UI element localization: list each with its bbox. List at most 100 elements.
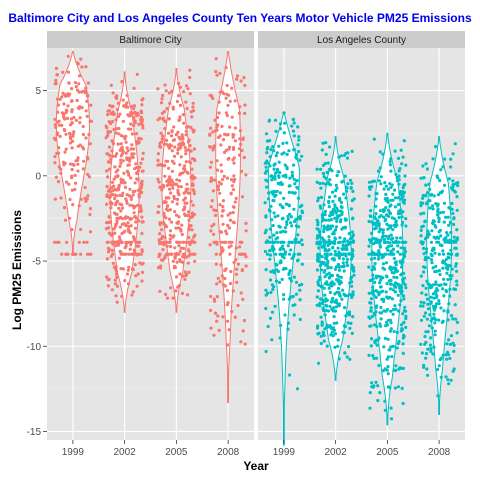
data-point — [160, 258, 164, 262]
data-point — [134, 274, 138, 278]
data-point — [277, 280, 282, 285]
data-point — [74, 118, 78, 122]
data-point — [244, 221, 248, 225]
data-point — [447, 382, 451, 386]
data-point — [395, 346, 399, 350]
data-point — [140, 215, 144, 219]
data-point — [73, 187, 77, 192]
data-point — [371, 285, 375, 289]
data-point — [140, 249, 144, 253]
data-point — [372, 215, 377, 219]
data-point — [86, 157, 90, 161]
data-point — [185, 293, 190, 297]
data-point — [295, 156, 299, 160]
data-point — [346, 240, 351, 244]
data-point — [346, 312, 350, 316]
data-point — [349, 186, 353, 190]
data-point — [130, 143, 134, 147]
data-point — [232, 174, 236, 178]
data-point — [437, 216, 441, 220]
data-point — [292, 313, 296, 317]
data-point — [111, 112, 115, 116]
data-point — [350, 331, 354, 335]
data-point — [397, 178, 401, 182]
data-point — [320, 213, 324, 217]
data-point — [441, 252, 446, 256]
data-point — [331, 309, 335, 313]
data-point — [390, 244, 394, 248]
data-point — [158, 240, 162, 244]
data-point — [348, 178, 353, 182]
data-point — [191, 177, 195, 181]
data-point — [345, 244, 349, 249]
data-point — [173, 145, 177, 149]
data-point — [119, 209, 123, 213]
data-point — [242, 155, 246, 160]
data-point — [215, 319, 219, 323]
data-point — [54, 66, 59, 70]
data-point — [321, 330, 325, 334]
data-point — [367, 291, 371, 295]
data-point — [69, 162, 73, 166]
data-point — [288, 212, 292, 216]
data-point — [433, 321, 437, 325]
data-point — [175, 178, 179, 182]
data-point — [298, 298, 302, 302]
violin-baltimore-city-2002 — [109, 71, 140, 313]
data-point — [422, 270, 426, 274]
data-point — [170, 130, 174, 134]
data-point — [453, 303, 457, 307]
data-point — [108, 104, 112, 108]
data-point — [213, 118, 217, 122]
data-point — [296, 143, 300, 147]
data-point — [175, 197, 180, 201]
data-point — [335, 301, 339, 305]
data-point — [192, 130, 196, 134]
data-point — [214, 262, 218, 266]
data-point — [63, 128, 67, 133]
data-point — [85, 99, 89, 103]
data-point — [230, 86, 234, 90]
data-point — [106, 109, 110, 113]
data-point — [126, 221, 130, 225]
points-los-angeles-county-2008 — [419, 142, 460, 398]
data-point — [66, 70, 70, 74]
data-point — [215, 295, 219, 299]
data-point — [140, 157, 145, 161]
data-point — [376, 398, 380, 403]
data-point — [275, 231, 279, 235]
data-point — [175, 240, 179, 244]
data-point — [315, 295, 319, 299]
data-point — [171, 186, 175, 190]
data-point — [445, 239, 449, 243]
data-point — [430, 326, 434, 330]
data-point — [285, 152, 289, 157]
data-point — [298, 158, 302, 162]
data-point — [238, 105, 242, 109]
data-point — [138, 209, 142, 214]
data-point — [419, 342, 423, 346]
data-point — [87, 132, 91, 137]
data-point — [428, 199, 432, 203]
data-point — [112, 177, 116, 181]
data-point — [274, 252, 278, 256]
data-point — [429, 347, 433, 351]
data-point — [79, 252, 83, 256]
data-point — [107, 195, 111, 200]
data-point — [429, 319, 433, 323]
data-point — [402, 276, 407, 280]
data-point — [268, 257, 272, 261]
data-point — [114, 131, 118, 135]
data-point — [430, 258, 434, 262]
data-point — [271, 287, 275, 292]
data-point — [281, 174, 285, 178]
data-point — [232, 260, 236, 264]
data-point — [227, 245, 231, 249]
data-point — [388, 182, 392, 186]
data-point — [298, 288, 302, 292]
data-point — [62, 163, 66, 167]
data-point — [338, 236, 342, 240]
data-point — [183, 164, 187, 168]
data-point — [126, 113, 130, 117]
data-point — [315, 268, 319, 272]
